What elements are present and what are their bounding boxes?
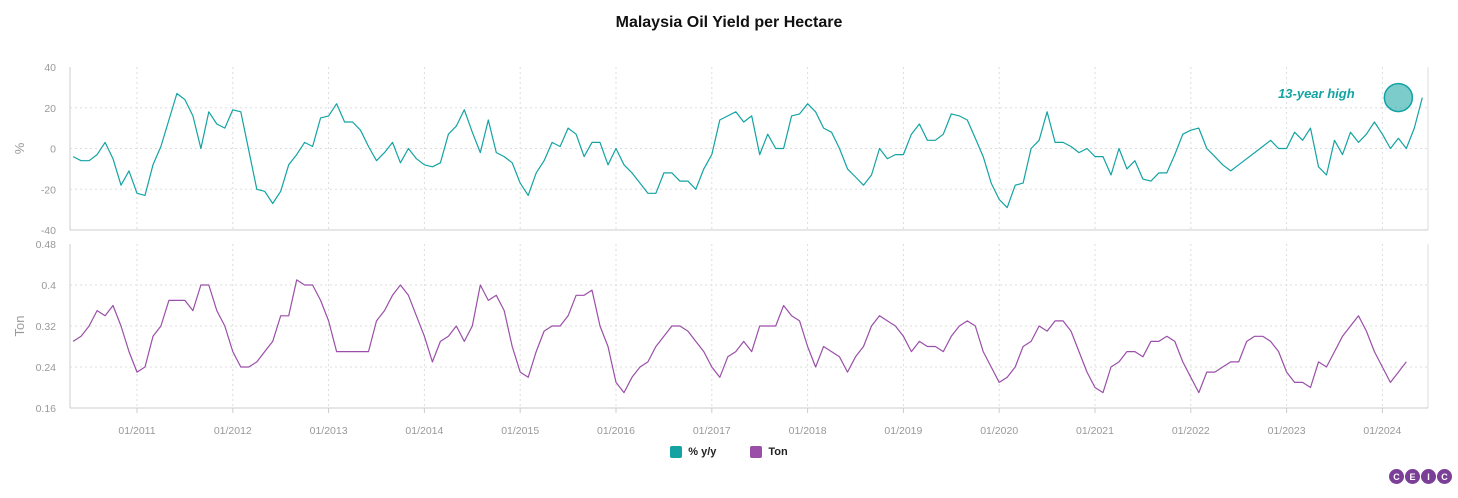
x-tick-label: 01/2017 (693, 425, 731, 437)
y-tick-label: 0.32 (36, 321, 57, 333)
ceic-logo: C E I C (1388, 468, 1453, 485)
y-tick-label: 0 (50, 144, 56, 156)
series-line-yoy[interactable] (72, 92, 1423, 209)
x-tick-label: 01/2023 (1268, 425, 1306, 437)
y-tick-label: -40 (41, 225, 56, 237)
legend-swatch-yoy (670, 446, 683, 458)
x-tick-label: 01/2014 (405, 425, 443, 437)
chart-title: Malaysia Oil Yield per Hectare (615, 14, 843, 31)
y-tick-label: 0.16 (36, 403, 57, 415)
x-tick-label: 01/2020 (980, 425, 1018, 437)
x-tick-label: 01/2018 (789, 425, 827, 437)
y-axis-title: Ton (12, 316, 27, 337)
logo-letter: C (1388, 468, 1405, 485)
y-tick-label: -20 (41, 184, 56, 196)
y-tick-label: 0.48 (36, 239, 57, 251)
y-tick-label: 40 (44, 62, 56, 74)
y-tick-label: 20 (44, 103, 56, 115)
legend-item-yoy[interactable]: % y/y (670, 446, 716, 458)
x-tick-label: 01/2011 (118, 425, 155, 437)
x-tick-label: 01/2024 (1363, 425, 1401, 437)
legend-label-yoy: % y/y (688, 446, 717, 458)
y-tick-label: 0.24 (36, 362, 57, 374)
x-tick-label: 01/2021 (1076, 425, 1114, 437)
yoy-panel: 40 20 0 -20 -40% 13-year high (12, 62, 1429, 237)
x-tick-label: 01/2022 (1172, 425, 1210, 437)
ton-panel: 0.48 0.4 0.32 0.24 0.16 Ton (12, 239, 1429, 415)
legend-label-ton: Ton (768, 446, 788, 458)
y-axis-title: % (12, 142, 27, 154)
x-tick-label: 01/2013 (310, 425, 348, 437)
series-line-ton[interactable] (72, 279, 1407, 394)
legend: % y/y Ton (0, 446, 1458, 458)
logo-letter: C (1436, 468, 1453, 485)
x-tick-label: 01/2016 (597, 425, 635, 437)
x-tick-label: 01/2019 (884, 425, 922, 437)
logo-letter: E (1404, 468, 1421, 485)
highlight-marker[interactable] (1383, 82, 1414, 113)
legend-swatch-ton (750, 446, 763, 458)
logo-letter: I (1420, 468, 1437, 485)
x-axis: 01/2011 01/2012 01/2013 01/2014 01/2015 01/20… (118, 408, 1402, 437)
legend-item-ton[interactable]: Ton (750, 446, 788, 458)
y-tick-label: 0.4 (41, 280, 56, 292)
x-tick-label: 01/2015 (501, 425, 539, 437)
x-tick-label: 01/2012 (214, 425, 252, 437)
chart-canvas: 40 20 0 -20 -40% 13-year high 0.48 0.4 0.32 0.24… (12, 62, 1429, 437)
annotation-label: 13-year high (1278, 86, 1355, 101)
